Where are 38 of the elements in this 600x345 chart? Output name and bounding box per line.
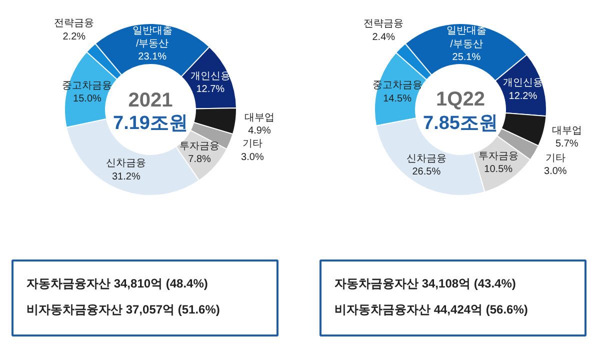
slice-label: 신차금융 bbox=[106, 158, 146, 170]
slice-label: 일반대출 /부동산 bbox=[132, 25, 172, 50]
data-label: 12.2% bbox=[508, 90, 538, 102]
data-label: 3.0% bbox=[241, 152, 264, 163]
data-label: 26.5% bbox=[412, 166, 441, 178]
data-label: 7.8% bbox=[188, 154, 212, 166]
text: 7.19조원 bbox=[113, 113, 188, 134]
data-label: 12.7% bbox=[196, 84, 225, 96]
text: 7.85조원 bbox=[423, 113, 498, 134]
slice-label: 기타 bbox=[545, 153, 566, 164]
text: 1Q22 bbox=[436, 88, 485, 110]
slice-label: 전략금융 bbox=[364, 18, 404, 30]
data-label: 3.0% bbox=[544, 166, 567, 178]
slice-label: 전략금융 bbox=[54, 18, 94, 30]
slice-label: 일반대출 /부동산 bbox=[446, 26, 486, 50]
text: 비자동차금융자산 44,424억 (56.6%) bbox=[334, 302, 528, 316]
slice-label: 대부업 bbox=[244, 112, 274, 124]
data-label: 31.2% bbox=[112, 171, 140, 182]
text: 자동차금융자산 34,810억 (48.4%) bbox=[26, 276, 208, 290]
text: 자동차금융자산 34,108억 (43.4%) bbox=[334, 276, 516, 290]
slice-label: 기타 bbox=[242, 138, 262, 150]
slice-label: 개인신용 bbox=[502, 78, 543, 89]
text: 비자동차금융자산 37,057억 (51.6%) bbox=[26, 302, 220, 316]
data-label: 10.5% bbox=[484, 164, 513, 176]
slice-label: 신차금융 bbox=[406, 153, 446, 164]
data-label: 2.2% bbox=[62, 31, 86, 42]
data-label: 14.5% bbox=[383, 93, 412, 104]
slice-label: 개인신용 bbox=[190, 70, 230, 82]
slice-label: 대부업 bbox=[552, 125, 582, 136]
data-label: 5.7% bbox=[556, 138, 578, 150]
data-label: 2.4% bbox=[372, 32, 396, 43]
slice-label: 투자금융 bbox=[180, 140, 220, 152]
data-label: 15.0% bbox=[73, 94, 102, 105]
data-label: 25.1% bbox=[452, 52, 481, 63]
text: 2021 bbox=[128, 90, 173, 112]
data-label: 23.1% bbox=[138, 52, 167, 63]
data-label: 4.9% bbox=[248, 126, 271, 137]
slice-label: 투자금융 bbox=[478, 150, 518, 162]
